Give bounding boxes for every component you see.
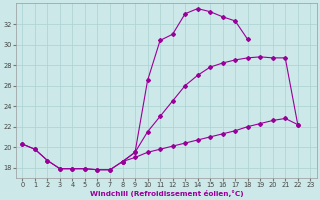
- X-axis label: Windchill (Refroidissement éolien,°C): Windchill (Refroidissement éolien,°C): [90, 190, 243, 197]
